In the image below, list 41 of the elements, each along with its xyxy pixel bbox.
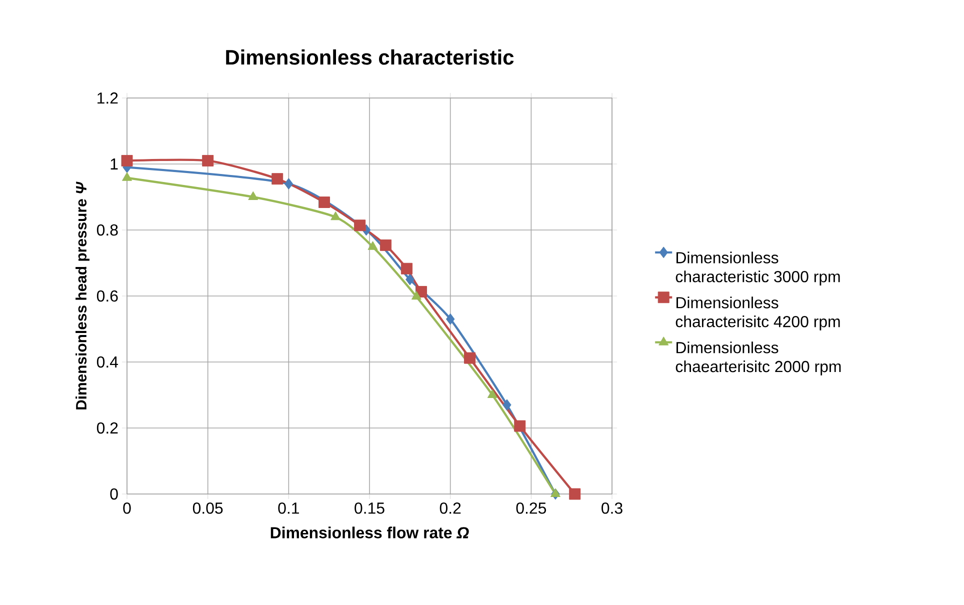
- point: [464, 352, 476, 364]
- point: [121, 154, 133, 166]
- legend-label: Dimensionless characterisitc 4200 rpm: [676, 296, 840, 330]
- point: [400, 262, 412, 274]
- point: [406, 274, 414, 286]
- x-tick-label: 0.15: [354, 502, 384, 514]
- y-tick-label: 0: [110, 488, 118, 500]
- point: [354, 220, 366, 232]
- x-tick-label: 0.1: [278, 502, 299, 514]
- x-tick-label: 0.2: [440, 502, 461, 514]
- x-axis-title: Dimensionless flow rate Ω: [270, 526, 469, 538]
- point: [122, 172, 132, 181]
- point: [202, 154, 214, 166]
- point: [368, 241, 378, 250]
- y-tick-label: 1: [110, 158, 118, 170]
- legend-label: Dimensionless chaearterisitc 2000 rpm: [676, 342, 841, 376]
- x-tick-label: 0: [123, 502, 131, 514]
- point: [502, 399, 512, 411]
- y-tick-label: 1.2: [98, 92, 118, 104]
- y-tick-label: 0.8: [96, 224, 118, 236]
- point: [272, 173, 284, 185]
- y-axis-title: Dimensionless head pressure Ψ: [76, 182, 90, 410]
- point: [380, 239, 392, 251]
- point: [446, 313, 455, 325]
- point: [569, 488, 581, 500]
- legend-label: Dimensionless characteristic 3000 rpm: [676, 252, 840, 286]
- y-tick-label: 0.2: [96, 422, 118, 434]
- point: [487, 389, 498, 398]
- x-tick-label: 0.25: [516, 502, 546, 514]
- y-tick-label: 0.4: [96, 356, 118, 368]
- point: [330, 211, 341, 220]
- chart-title: Dimensionless characteristic: [226, 49, 514, 65]
- x-tick-label: 0.05: [192, 502, 223, 514]
- point: [514, 420, 526, 432]
- point: [411, 290, 422, 300]
- point: [318, 196, 330, 208]
- point: [284, 178, 294, 190]
- point: [248, 191, 258, 200]
- x-tick-label: 0.3: [602, 502, 622, 514]
- y-tick-label: 0.6: [96, 290, 118, 302]
- point: [550, 488, 560, 497]
